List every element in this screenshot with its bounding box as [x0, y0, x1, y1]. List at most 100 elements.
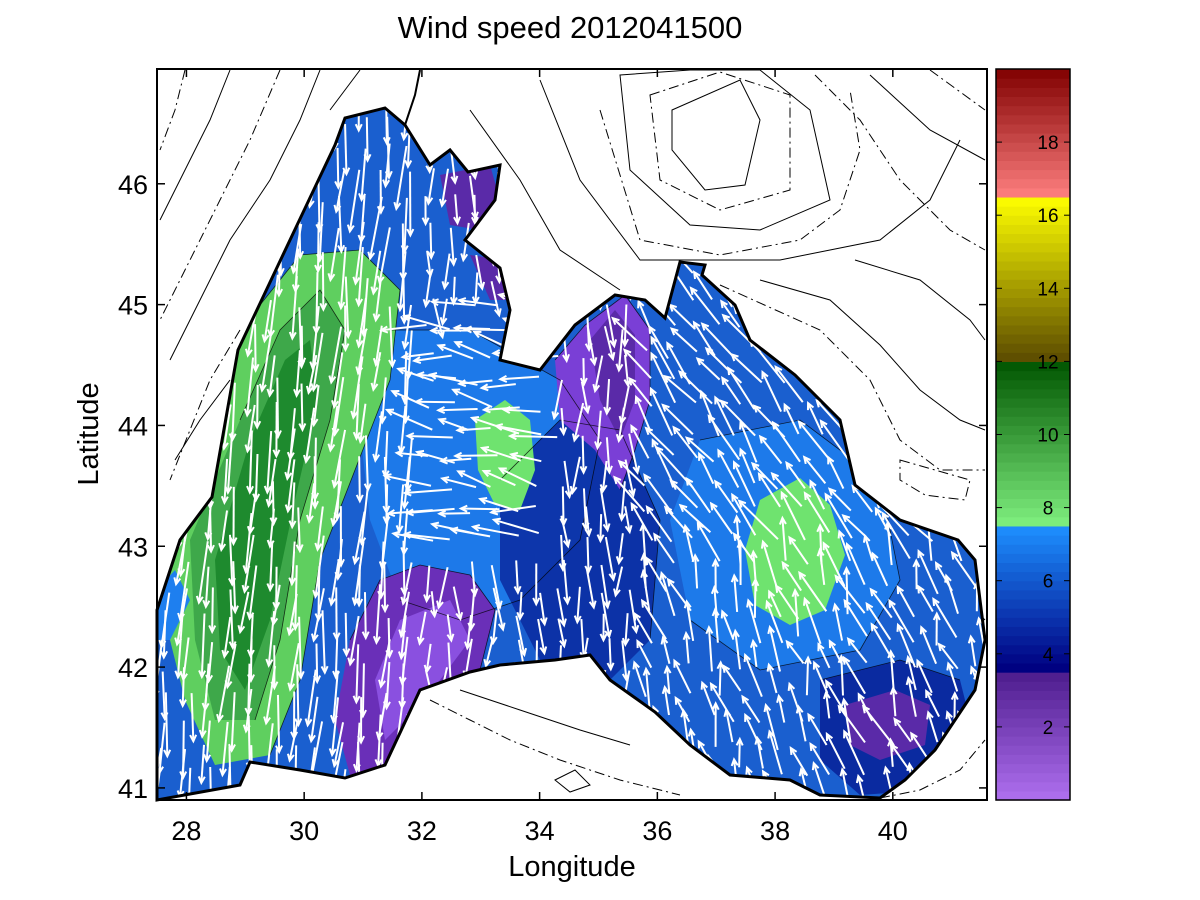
wind-arrow — [663, 664, 672, 695]
wind-arrow — [265, 611, 276, 668]
wind-arrow — [382, 793, 386, 800]
wind-arrow — [926, 710, 939, 743]
wind-arrow — [645, 556, 668, 592]
wind-arrow — [621, 613, 630, 647]
wind-arrow — [887, 649, 896, 690]
wind-arrow — [357, 796, 362, 800]
wind-arrow — [562, 559, 571, 606]
wind-arrow — [453, 340, 491, 359]
wind-arrow — [865, 601, 892, 641]
wind-arrow — [515, 797, 524, 800]
colorbar-band — [996, 471, 1070, 481]
wind-arrow — [639, 522, 648, 566]
wind-arrow — [455, 426, 491, 434]
wind-arrow — [370, 250, 382, 296]
wind-arrow — [400, 352, 434, 361]
wind-arrow — [809, 479, 826, 510]
wind-arrow — [481, 469, 516, 487]
wind-arrow — [653, 532, 675, 564]
wind-arrow — [944, 573, 959, 614]
wind-arrow — [649, 386, 674, 436]
wind-arrow — [263, 665, 277, 726]
colorbar-tick-label: 12 — [1037, 352, 1058, 373]
colorbar-band — [996, 617, 1070, 627]
colorbar-band — [996, 96, 1070, 107]
wind-arrow — [327, 227, 340, 283]
wind-arrow — [464, 615, 473, 651]
eastern-green-patch — [745, 478, 845, 625]
colorbar-band — [996, 425, 1070, 436]
colorbar-band — [996, 288, 1070, 299]
wind-arrow — [404, 507, 455, 517]
wind-arrow — [449, 227, 458, 267]
wind-arrow — [845, 542, 866, 586]
wind-arrow — [160, 610, 169, 660]
colorbar-band — [996, 745, 1070, 755]
wind-arrow — [617, 459, 646, 487]
wind-arrow — [677, 370, 713, 405]
wind-arrow — [261, 299, 272, 344]
colorbar-band — [996, 726, 1070, 737]
wind-arrow — [243, 357, 255, 418]
colorbar-band — [996, 151, 1070, 161]
wind-arrow — [861, 704, 891, 742]
colorbar — [996, 69, 1070, 801]
wind-arrow — [298, 383, 307, 433]
wind-arrow — [749, 638, 758, 668]
wind-arrow — [846, 637, 868, 664]
colorbar-band — [996, 672, 1070, 682]
wind-arrow — [613, 566, 624, 598]
wind-arrow — [950, 690, 959, 723]
wind-arrow — [452, 586, 464, 622]
wind-arrow — [220, 458, 229, 506]
wind-arrow — [757, 471, 781, 508]
wind-arrow — [508, 451, 542, 463]
wind-arrow — [685, 476, 712, 514]
wind-arrow — [259, 332, 273, 393]
wind-arrow — [498, 374, 540, 383]
river-outlet — [404, 69, 421, 126]
colorbar-band — [996, 297, 1070, 308]
wind-arrow — [599, 487, 611, 533]
wind-arrow — [286, 593, 298, 637]
wind-arrow — [594, 410, 602, 451]
wind-arrow — [660, 635, 671, 665]
wind-arrow — [304, 669, 317, 728]
wind-arrow — [573, 586, 582, 625]
wind-arrow — [778, 515, 787, 561]
colorbar-tick-label: 18 — [1037, 133, 1058, 154]
wind-arrow — [406, 171, 415, 238]
x-tick-label: 30 — [289, 816, 319, 846]
wind-arrow — [342, 123, 351, 177]
wind-arrow — [596, 514, 605, 544]
wind-arrow — [479, 446, 522, 462]
wind-arrow — [673, 658, 692, 694]
wind-arrow — [636, 639, 653, 669]
wind-arrow — [437, 417, 469, 431]
colorbar-band — [996, 169, 1070, 180]
wind-arrow — [669, 327, 698, 353]
wind-arrow — [750, 461, 779, 490]
wind-arrow — [628, 433, 641, 475]
wind-arrow — [811, 760, 826, 796]
wind-arrow — [739, 420, 758, 463]
wind-arrow — [272, 402, 281, 459]
colorbar-band — [996, 553, 1070, 564]
wind-arrow — [314, 222, 323, 274]
wind-arrow — [650, 335, 676, 380]
wind-arrow — [735, 736, 744, 768]
wind-arrow — [429, 298, 476, 307]
wind-arrow — [761, 370, 782, 412]
wind-arrow — [372, 584, 382, 645]
wind-arrow — [714, 395, 735, 436]
wind-arrow — [327, 405, 339, 453]
wind-arrow — [709, 501, 734, 535]
colorbar-tick-label: 14 — [1037, 279, 1059, 300]
wind-arrow — [563, 460, 573, 500]
wind-arrow — [789, 746, 809, 777]
wind-arrow — [827, 487, 852, 512]
wind-arrow — [381, 561, 389, 614]
wind-arrow — [456, 470, 491, 488]
wind-arrow — [713, 479, 739, 514]
colorbar-band — [996, 315, 1070, 326]
